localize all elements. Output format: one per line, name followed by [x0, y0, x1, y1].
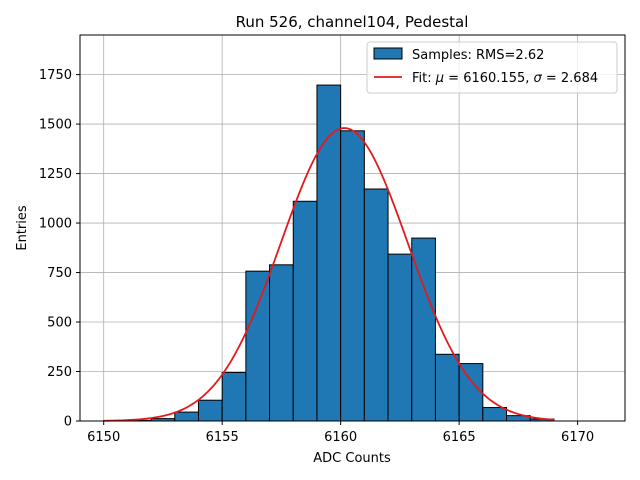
- y-tick-label: 500: [47, 316, 72, 331]
- histogram-bars: [103, 84, 555, 422]
- fit-curve-group: [103, 127, 554, 422]
- histogram-bar: [340, 130, 365, 422]
- legend-fit-label: Fit: μ = 6160.155, σ = 2.684: [412, 71, 598, 86]
- legend-box: [366, 41, 618, 94]
- histogram-bar: [387, 253, 413, 422]
- x-tick-label: 6170: [561, 430, 594, 445]
- histogram-bar: [269, 264, 294, 422]
- legend-fit-sigma-value: = 2.684: [542, 71, 598, 86]
- y-tick-label: 1500: [39, 118, 72, 133]
- legend-fit-prefix: Fit:: [412, 71, 436, 86]
- chart-title: Run 526, channel104, Pedestal: [236, 13, 469, 31]
- y-tick-label: 750: [47, 266, 72, 281]
- legend-fit-mu-value: = 6160.155,: [444, 71, 533, 86]
- x-axis-ticks: 6150 6155 6160 6165 6170: [87, 421, 594, 445]
- legend-histogram-label: Samples: RMS=2.62: [412, 48, 544, 63]
- fit-curve: [103, 127, 554, 422]
- x-tick-label: 6165: [443, 430, 476, 445]
- y-tick-label: 1000: [39, 217, 72, 232]
- plot-frame: [79, 34, 626, 422]
- y-tick-label: 1750: [39, 68, 72, 83]
- histogram-bar: [197, 399, 223, 422]
- y-axis-ticks: 0 250 500 750 1000 1250 1500 1750: [39, 68, 80, 430]
- y-tick-label: 0: [64, 415, 72, 430]
- x-tick-label: 6150: [87, 430, 120, 445]
- legend-fit-mu-symbol: μ: [435, 71, 444, 86]
- x-tick-label: 6155: [206, 430, 239, 445]
- histogram-bar: [292, 200, 318, 422]
- y-axis-label: Entries: [15, 205, 30, 251]
- x-axis-label: ADC Counts: [313, 451, 391, 466]
- legend: Samples: RMS=2.62 Fit: μ = 6160.155, σ =…: [366, 41, 618, 94]
- legend-fit-sigma-symbol: σ: [534, 71, 543, 86]
- histogram-bar: [245, 270, 271, 422]
- histogram-bar: [221, 372, 247, 422]
- x-tick-label: 6160: [324, 430, 357, 445]
- histogram-bar: [434, 353, 460, 422]
- y-tick-label: 1250: [39, 167, 72, 182]
- histogram-bar: [482, 407, 508, 422]
- y-tick-label: 250: [47, 365, 72, 380]
- histogram-bar: [363, 188, 389, 422]
- legend-histogram-swatch: [373, 47, 403, 60]
- histogram-bar: [458, 363, 484, 422]
- histogram-bar: [174, 411, 199, 422]
